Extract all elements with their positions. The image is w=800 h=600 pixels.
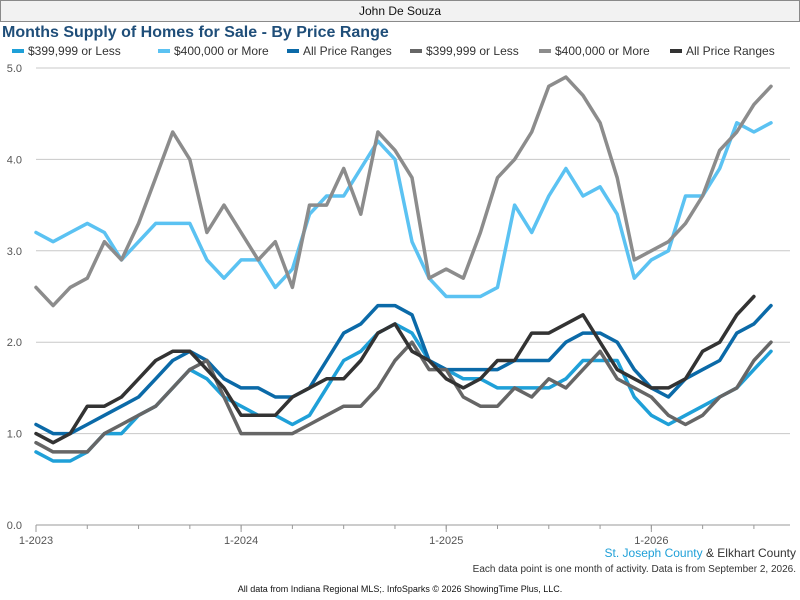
x-tick-label: 1-2023 bbox=[19, 535, 53, 545]
chart-title: Months Supply of Homes for Sale - By Pri… bbox=[2, 24, 389, 41]
series-line-4 bbox=[34, 75, 773, 308]
agent-name-bar: John De Souza bbox=[0, 0, 800, 22]
chart-legend: $399,999 or Less $400,000 or More All Pric… bbox=[0, 44, 800, 64]
legend-item-0[interactable]: $399,999 or Less bbox=[12, 44, 121, 58]
x-tick-label: 1-2024 bbox=[224, 535, 258, 545]
legend-label: $400,000 or More bbox=[555, 44, 650, 58]
legend-swatch bbox=[287, 48, 299, 53]
legend-label: All Price Ranges bbox=[686, 44, 775, 58]
agent-name: John De Souza bbox=[358, 4, 442, 18]
legend-swatch bbox=[410, 48, 422, 53]
x-tick-label: 1-2026 bbox=[634, 535, 668, 545]
x-tick-label: 1-2025 bbox=[429, 535, 463, 545]
y-tick-label: 5.0 bbox=[7, 63, 22, 75]
legend-swatch bbox=[12, 48, 24, 53]
data-note: Each data point is one month of activity… bbox=[472, 564, 796, 575]
y-tick-label: 0.0 bbox=[7, 520, 22, 532]
legend-item-3[interactable]: $399,999 or Less bbox=[410, 44, 519, 58]
region-labels: St. Joseph County & Elkhart County bbox=[605, 546, 796, 560]
legend-item-2[interactable]: All Price Ranges bbox=[287, 44, 392, 58]
y-tick-label: 1.0 bbox=[7, 429, 22, 441]
legend-label: $399,999 or Less bbox=[426, 44, 519, 58]
legend-label: All Price Ranges bbox=[303, 44, 392, 58]
series-line-3 bbox=[34, 340, 773, 454]
y-tick-label: 3.0 bbox=[7, 246, 22, 258]
region-elkhart[interactable]: Elkhart County bbox=[717, 546, 796, 560]
legend-swatch bbox=[670, 48, 682, 53]
y-tick-label: 2.0 bbox=[7, 337, 22, 349]
legend-label: $400,000 or More bbox=[174, 44, 269, 58]
legend-label: $399,999 or Less bbox=[28, 44, 121, 58]
y-tick-label: 4.0 bbox=[7, 154, 22, 166]
legend-item-4[interactable]: $400,000 or More bbox=[539, 44, 650, 58]
series-line-1 bbox=[34, 121, 773, 299]
legend-item-5[interactable]: All Price Ranges bbox=[670, 44, 775, 58]
footer-credit: All data from Indiana Regional MLS;. Inf… bbox=[237, 584, 563, 594]
line-chart: 0.0 1.0 2.0 3.0 4.0 5.0 1-2023 1-2024 1-2025 1-20… bbox=[7, 63, 790, 545]
region-joiner: & bbox=[705, 546, 714, 560]
series-line-5 bbox=[34, 294, 756, 445]
region-st-joseph[interactable]: St. Joseph County bbox=[604, 546, 703, 560]
legend-item-1[interactable]: $400,000 or More bbox=[158, 44, 269, 58]
legend-swatch bbox=[158, 48, 170, 53]
legend-swatch bbox=[539, 48, 551, 53]
